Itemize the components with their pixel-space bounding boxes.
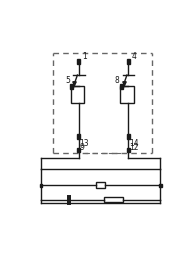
- Bar: [127, 134, 130, 139]
- Text: 4: 4: [131, 52, 136, 61]
- Bar: [120, 86, 133, 103]
- Bar: [71, 86, 84, 103]
- Bar: [127, 59, 130, 64]
- Bar: [70, 84, 73, 89]
- Bar: [104, 197, 123, 202]
- Bar: [127, 148, 130, 152]
- Text: 13: 13: [80, 139, 89, 148]
- Bar: [96, 182, 105, 188]
- Text: 8: 8: [115, 76, 120, 85]
- Text: 14: 14: [129, 139, 139, 148]
- Text: 1: 1: [83, 52, 87, 61]
- Text: 9: 9: [80, 143, 84, 152]
- Bar: [77, 148, 80, 152]
- Bar: [159, 184, 161, 187]
- Bar: [77, 134, 80, 139]
- Text: 5: 5: [65, 76, 70, 85]
- Bar: [40, 184, 42, 187]
- Bar: [120, 84, 123, 89]
- Bar: [77, 59, 80, 64]
- Text: 12: 12: [129, 143, 139, 152]
